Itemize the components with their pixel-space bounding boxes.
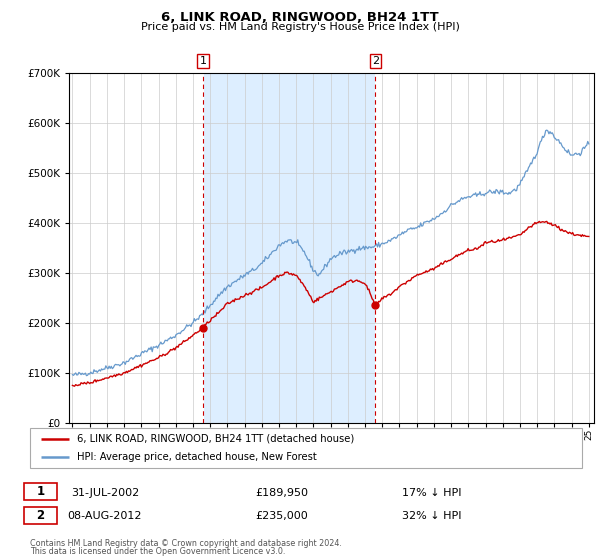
FancyBboxPatch shape	[30, 428, 582, 468]
Text: 2: 2	[372, 56, 379, 66]
Text: 2: 2	[37, 508, 44, 522]
Text: £235,000: £235,000	[256, 511, 308, 521]
Text: 31-JUL-2002: 31-JUL-2002	[71, 488, 139, 498]
Text: HPI: Average price, detached house, New Forest: HPI: Average price, detached house, New …	[77, 452, 317, 462]
Text: 08-AUG-2012: 08-AUG-2012	[68, 511, 142, 521]
Text: Price paid vs. HM Land Registry's House Price Index (HPI): Price paid vs. HM Land Registry's House …	[140, 22, 460, 32]
Text: 1: 1	[199, 56, 206, 66]
Text: Contains HM Land Registry data © Crown copyright and database right 2024.: Contains HM Land Registry data © Crown c…	[30, 539, 342, 548]
Text: 17% ↓ HPI: 17% ↓ HPI	[402, 488, 462, 498]
Text: 1: 1	[37, 485, 44, 498]
FancyBboxPatch shape	[24, 483, 57, 500]
Text: This data is licensed under the Open Government Licence v3.0.: This data is licensed under the Open Gov…	[30, 547, 286, 556]
Text: 6, LINK ROAD, RINGWOOD, BH24 1TT: 6, LINK ROAD, RINGWOOD, BH24 1TT	[161, 11, 439, 24]
Text: 32% ↓ HPI: 32% ↓ HPI	[402, 511, 462, 521]
FancyBboxPatch shape	[24, 507, 57, 524]
Text: £189,950: £189,950	[256, 488, 308, 498]
Text: 6, LINK ROAD, RINGWOOD, BH24 1TT (detached house): 6, LINK ROAD, RINGWOOD, BH24 1TT (detach…	[77, 434, 354, 444]
